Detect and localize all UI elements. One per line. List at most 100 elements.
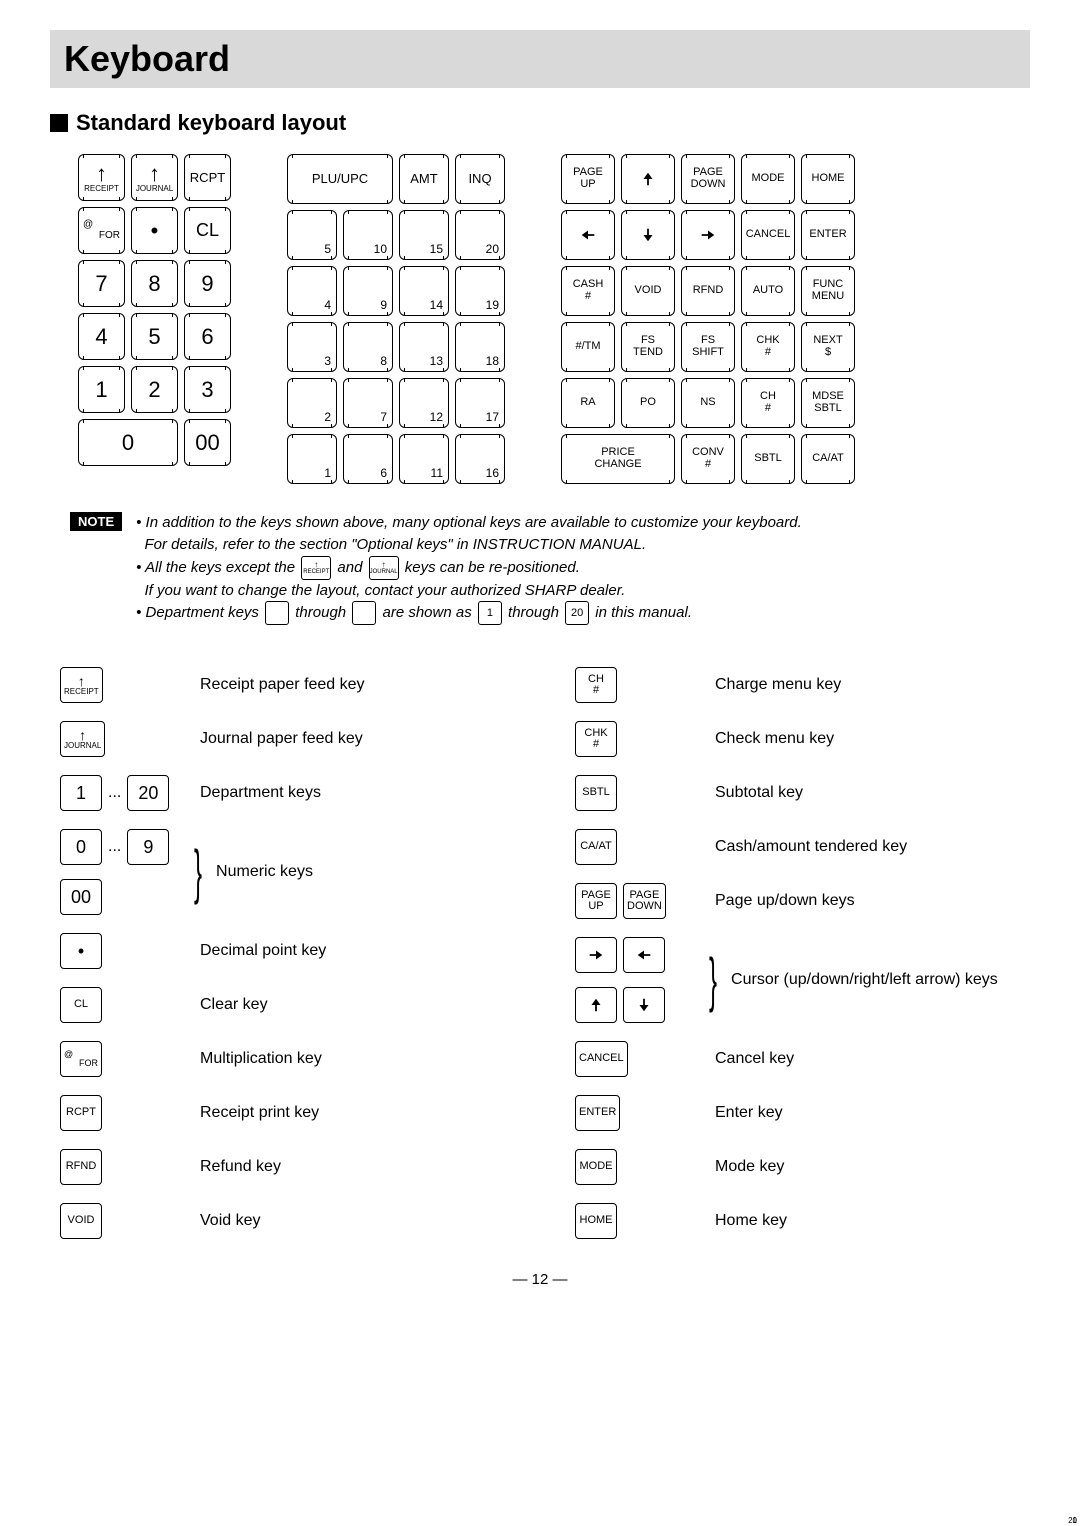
num-00-key[interactable]: 00: [184, 419, 231, 466]
legend-row: ↑RECEIPTReceipt paper feed key: [60, 665, 515, 705]
num-tm-key[interactable]: #/TM: [561, 322, 615, 372]
dept-18-key[interactable]: 18: [455, 322, 505, 372]
dept-13-key[interactable]: 13: [399, 322, 449, 372]
mini-dept-20: 20: [352, 601, 376, 625]
rcpt-key[interactable]: RCPT: [184, 154, 231, 201]
legend-icons: RCPT: [60, 1095, 180, 1131]
price-change-key[interactable]: PRICE CHANGE: [561, 434, 675, 484]
legend-text: Mode key: [715, 1158, 784, 1176]
sbtl-key[interactable]: SBTL: [741, 434, 795, 484]
dept-1-key[interactable]: 1: [287, 434, 337, 484]
ca-at-key[interactable]: CA/AT: [801, 434, 855, 484]
note-body: • In addition to the keys shown above, m…: [136, 512, 802, 625]
arrow-u-icon: [587, 996, 605, 1014]
dept-11-key[interactable]: 11: [399, 434, 449, 484]
department-cluster: PLU/UPC AMT INQ 5 10 15 20 4 9 14 19 3 8…: [287, 154, 505, 484]
receipt-feed-key[interactable]: ↑ RECEIPT: [78, 154, 125, 201]
num-5-key[interactable]: 5: [131, 313, 178, 360]
legend-key: •: [60, 933, 102, 969]
decimal-key[interactable]: •: [131, 207, 178, 254]
legend-text: Cash/amount tendered key: [715, 838, 907, 856]
mini-journal-key: ↑JOURNAL: [369, 556, 399, 580]
amt-key[interactable]: AMT: [399, 154, 449, 204]
legend-left-col: ↑RECEIPTReceipt paper feed key↑JOURNALJo…: [60, 665, 515, 1241]
cancel-key[interactable]: CANCEL: [741, 210, 795, 260]
conv-num-key[interactable]: CONV #: [681, 434, 735, 484]
fs-shift-key[interactable]: FS SHIFT: [681, 322, 735, 372]
ch-num-key[interactable]: CH #: [741, 378, 795, 428]
page-number: — 12 —: [50, 1271, 1030, 1288]
num-1-key[interactable]: 1: [78, 366, 125, 413]
chk-num-key[interactable]: CHK #: [741, 322, 795, 372]
num-7-key[interactable]: 7: [78, 260, 125, 307]
function-cluster: PAGE UP PAGE DOWNMODEHOMECANCELENTER CASH …: [561, 154, 855, 484]
fs-tend-key[interactable]: FS TEND: [621, 322, 675, 372]
mode-key[interactable]: MODE: [741, 154, 795, 204]
numeric-cluster: ↑ RECEIPT ↑ JOURNAL RCPT @ FOR • CL 7 8 …: [78, 154, 231, 484]
num-3-key[interactable]: 3: [184, 366, 231, 413]
void-key[interactable]: VOID: [621, 266, 675, 316]
legend-key: 9: [127, 829, 169, 865]
plu-upc-key[interactable]: PLU/UPC: [287, 154, 393, 204]
refund-key[interactable]: RFND: [681, 266, 735, 316]
arrow-left-key[interactable]: [561, 210, 615, 260]
legend-text: Numeric keys: [216, 863, 313, 881]
page-down-key[interactable]: PAGE DOWN: [681, 154, 735, 204]
legend-key: CA/AT: [575, 829, 617, 865]
section-heading-text: Standard keyboard layout: [76, 110, 346, 136]
page-up-key[interactable]: PAGE UP: [561, 154, 615, 204]
legend-key: MODE: [575, 1149, 617, 1185]
next-dollar-key[interactable]: NEXT $: [801, 322, 855, 372]
num-2-key[interactable]: 2: [131, 366, 178, 413]
num-4-key[interactable]: 4: [78, 313, 125, 360]
legend-text: Void key: [200, 1212, 260, 1230]
legend-text: Cursor (up/down/right/left arrow) keys: [731, 971, 998, 989]
auto-key[interactable]: AUTO: [741, 266, 795, 316]
num-8-key[interactable]: 8: [131, 260, 178, 307]
num-0-key[interactable]: 0: [78, 419, 178, 466]
legend-text: Charge menu key: [715, 676, 841, 694]
func-menu-key[interactable]: FUNC MENU: [801, 266, 855, 316]
cash-num-key[interactable]: CASH #: [561, 266, 615, 316]
journal-feed-key[interactable]: ↑ JOURNAL: [131, 154, 178, 201]
num-6-key[interactable]: 6: [184, 313, 231, 360]
home-key[interactable]: HOME: [801, 154, 855, 204]
dept-8-key[interactable]: 8: [343, 322, 393, 372]
legend-key: SBTL: [575, 775, 617, 811]
legend-row: CA/AT Cash/amount tendered key: [575, 827, 1030, 867]
mini-dept-1: 1: [265, 601, 289, 625]
dept-16-key[interactable]: 16: [455, 434, 505, 484]
up-arrow-icon: ↑: [96, 162, 107, 185]
dept-10-key[interactable]: 10: [343, 210, 393, 260]
mdse-sbtl-key[interactable]: MDSE SBTL: [801, 378, 855, 428]
dept-4-key[interactable]: 4: [287, 266, 337, 316]
inq-key[interactable]: INQ: [455, 154, 505, 204]
po-key[interactable]: PO: [621, 378, 675, 428]
arrow-up-key[interactable]: [621, 154, 675, 204]
legend-key: PAGEUP: [575, 883, 617, 919]
dept-20-key[interactable]: 20: [455, 210, 505, 260]
legend-key: 0: [60, 829, 102, 865]
enter-key[interactable]: ENTER: [801, 210, 855, 260]
dept-9-key[interactable]: 9: [343, 266, 393, 316]
legend-row: 0...9: [60, 827, 180, 867]
num-9-key[interactable]: 9: [184, 260, 231, 307]
for-key[interactable]: @ FOR: [78, 207, 125, 254]
ra-key[interactable]: RA: [561, 378, 615, 428]
ns-key[interactable]: NS: [681, 378, 735, 428]
dept-3-key[interactable]: 3: [287, 322, 337, 372]
dept-19-key[interactable]: 19: [455, 266, 505, 316]
dept-7-key[interactable]: 7: [343, 378, 393, 428]
arrow-down-key[interactable]: [621, 210, 675, 260]
dept-14-key[interactable]: 14: [399, 266, 449, 316]
dept-15-key[interactable]: 15: [399, 210, 449, 260]
dept-6-key[interactable]: 6: [343, 434, 393, 484]
dept-2-key[interactable]: 2: [287, 378, 337, 428]
arrow-right-key[interactable]: [681, 210, 735, 260]
dept-17-key[interactable]: 17: [455, 378, 505, 428]
dept-12-key[interactable]: 12: [399, 378, 449, 428]
brace-icon: }: [194, 854, 202, 890]
legend-arrow-key: [575, 987, 617, 1023]
clear-key[interactable]: CL: [184, 207, 231, 254]
dept-5-key[interactable]: 5: [287, 210, 337, 260]
